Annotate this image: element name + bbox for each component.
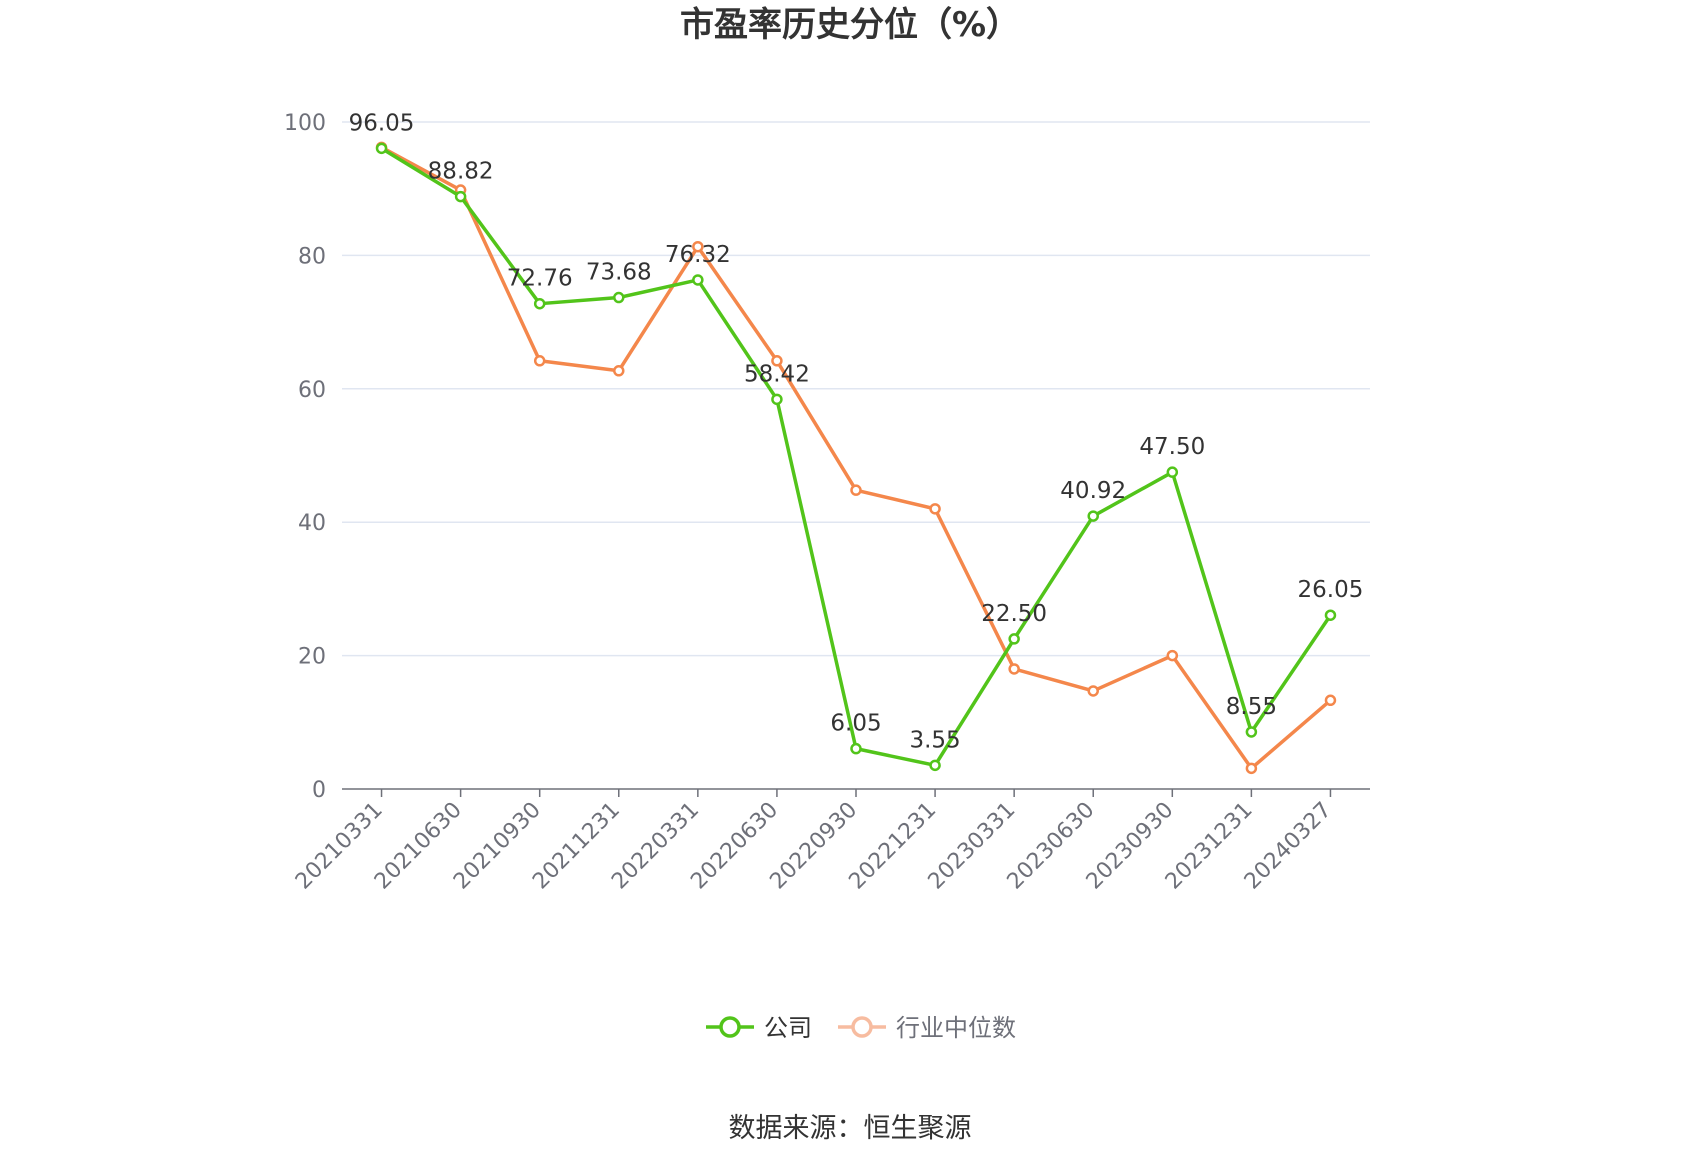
y-tick-label: 40 bbox=[298, 511, 326, 536]
data-point bbox=[1166, 466, 1179, 478]
data-point bbox=[771, 355, 783, 367]
legend-marker bbox=[719, 1016, 741, 1038]
y-tick-label: 20 bbox=[298, 645, 326, 670]
data-point bbox=[692, 240, 704, 253]
data-point bbox=[613, 291, 625, 304]
data-label: 73.68 bbox=[586, 260, 652, 286]
legend-item-0[interactable]: 公司 bbox=[706, 1014, 812, 1042]
data-labels: 96.05 88.82 72.76 73.68 76.32 58.42 6.05 3.55 22… bbox=[349, 110, 1364, 753]
y-tick-label: 100 bbox=[284, 111, 326, 136]
data-point bbox=[533, 355, 546, 367]
data-point bbox=[850, 484, 862, 496]
y-tick-label: 60 bbox=[298, 378, 326, 403]
data-point bbox=[613, 365, 625, 377]
data-label: 88.82 bbox=[428, 159, 494, 185]
data-point bbox=[692, 274, 704, 286]
grid-lines bbox=[342, 121, 1370, 657]
data-point bbox=[1008, 633, 1020, 645]
legend-label: 行业中位数 bbox=[896, 1014, 1016, 1042]
data-point bbox=[1324, 609, 1337, 621]
source-note: 数据来源：恒生聚源 bbox=[729, 1113, 972, 1144]
data-point bbox=[1166, 649, 1179, 662]
legend-label: 公司 bbox=[764, 1014, 812, 1042]
data-label: 47.50 bbox=[1139, 434, 1205, 460]
data-label: 22.50 bbox=[981, 601, 1047, 627]
data-point bbox=[1087, 685, 1099, 697]
data-point bbox=[850, 742, 862, 755]
data-point bbox=[375, 142, 388, 155]
data-point bbox=[454, 190, 467, 203]
data-label: 3.55 bbox=[909, 727, 960, 753]
legend-item-1[interactable]: 行业中位数 bbox=[838, 1014, 1016, 1042]
data-point bbox=[1008, 663, 1020, 675]
legend-marker bbox=[851, 1016, 873, 1038]
legend[interactable]: 公司 行业中位数 bbox=[706, 1014, 1016, 1042]
data-label: 8.55 bbox=[1226, 694, 1277, 720]
data-point bbox=[771, 393, 783, 406]
data-point bbox=[1245, 762, 1258, 775]
data-point bbox=[1324, 694, 1337, 707]
data-point bbox=[929, 503, 941, 515]
chart-title: 市盈率历史分位（%） bbox=[680, 5, 1020, 45]
data-label: 96.05 bbox=[349, 110, 415, 136]
data-label: 6.05 bbox=[830, 711, 881, 737]
data-label: 58.42 bbox=[744, 361, 810, 387]
data-point bbox=[929, 759, 941, 772]
data-label: 72.76 bbox=[507, 266, 573, 292]
data-point bbox=[533, 297, 546, 310]
data-point bbox=[1245, 726, 1258, 738]
x-axis: 2021033120210630202109302021123120220331… bbox=[291, 788, 1370, 894]
data-label: 76.32 bbox=[665, 242, 731, 268]
data-point bbox=[1087, 510, 1099, 522]
series-group bbox=[375, 141, 1337, 775]
y-tick-label: 80 bbox=[298, 244, 326, 269]
data-label: 26.05 bbox=[1298, 577, 1364, 603]
y-axis: 0 20 40 60 80 100 bbox=[284, 111, 326, 803]
data-label: 40.92 bbox=[1060, 478, 1126, 504]
y-tick-label: 0 bbox=[312, 778, 326, 803]
